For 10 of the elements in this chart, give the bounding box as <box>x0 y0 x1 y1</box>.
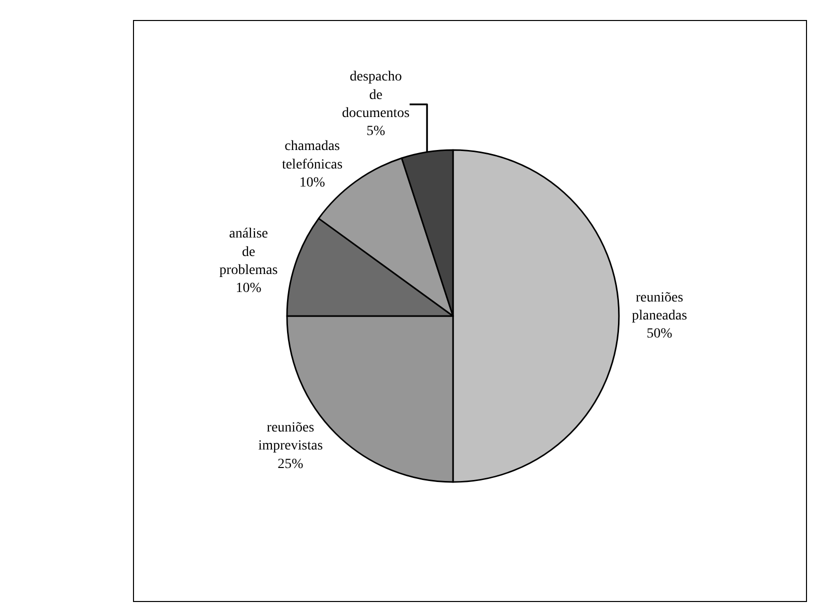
data-label: 50% <box>646 326 673 342</box>
data-label: 25% <box>278 456 304 472</box>
slice-label: despacho de documentos <box>342 70 410 121</box>
slice-label: chamadas telefónicas <box>282 139 343 172</box>
data-label: 5% <box>366 124 386 140</box>
data-label: 10% <box>299 176 326 191</box>
data-label: 10% <box>236 281 262 296</box>
slice-label: análise de problemas <box>219 226 278 278</box>
slice-label: reuniões planeadas <box>632 290 688 324</box>
slice-label: reuniões imprevistas <box>258 420 323 454</box>
